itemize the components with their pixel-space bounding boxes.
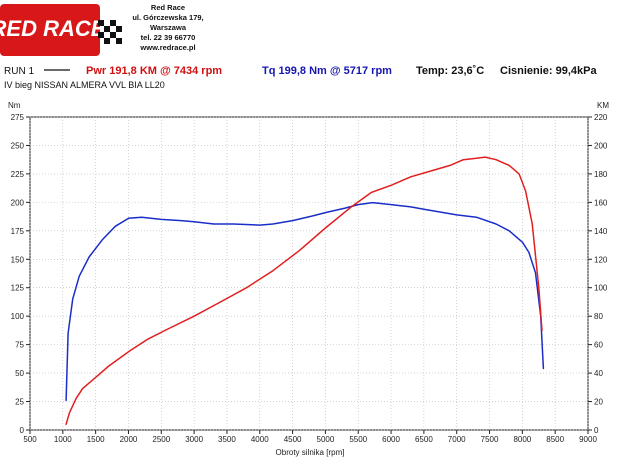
company-info: Red Race ul. Górczewska 179, Warszawa te… bbox=[132, 3, 203, 52]
company-website: www.redrace.pl bbox=[139, 43, 195, 52]
run-info: RUN 1 Pwr 191,8 KM @ 7434 rpm Tq 199,8 N… bbox=[4, 65, 597, 90]
y-axis-left-unit: Nm bbox=[8, 101, 21, 110]
y-left-tick-label: 250 bbox=[11, 141, 25, 150]
vehicle-label: IV bieg NISSAN ALMERA VVL BIA LL20 bbox=[4, 80, 165, 90]
y-right-tick-label: 180 bbox=[594, 170, 608, 179]
torque-curve bbox=[65, 201, 545, 402]
company-city: Warszawa bbox=[150, 23, 187, 32]
x-axis: 500 1000 1500 2000 2500 3000 3500 4000 4500 5000 5… bbox=[23, 430, 597, 444]
y-axis-right-unit: KM bbox=[597, 101, 609, 110]
x-tick-label: 6000 bbox=[382, 435, 400, 444]
y-left-tick-label: 200 bbox=[11, 198, 25, 207]
x-tick-label: 2500 bbox=[152, 435, 170, 444]
y-right-tick-label: 40 bbox=[594, 369, 603, 378]
y-axis-right: 0 20 40 60 80 100 120 140 160 180 200 220 bbox=[588, 113, 608, 435]
temperature: Temp: 23,6˚C bbox=[416, 65, 484, 77]
y-left-tick-label: 50 bbox=[15, 369, 24, 378]
y-right-tick-label: 0 bbox=[594, 426, 599, 435]
x-tick-label: 4500 bbox=[284, 435, 302, 444]
x-tick-label: 5500 bbox=[349, 435, 367, 444]
y-left-tick-label: 150 bbox=[11, 255, 25, 264]
x-tick-label: 3500 bbox=[218, 435, 236, 444]
y-left-tick-label: 25 bbox=[15, 398, 24, 407]
x-tick-label: 500 bbox=[23, 435, 37, 444]
y-right-tick-label: 160 bbox=[594, 198, 608, 207]
x-tick-label: 4000 bbox=[251, 435, 269, 444]
y-right-tick-label: 200 bbox=[594, 141, 608, 150]
y-left-tick-label: 125 bbox=[11, 284, 25, 293]
y-right-tick-label: 20 bbox=[594, 398, 603, 407]
x-tick-label: 1500 bbox=[87, 435, 105, 444]
y-right-tick-label: 60 bbox=[594, 341, 603, 350]
y-left-tick-label: 75 bbox=[15, 341, 24, 350]
y-left-tick-label: 100 bbox=[11, 312, 25, 321]
logo-shape bbox=[0, 4, 100, 56]
y-left-tick-label: 0 bbox=[20, 426, 25, 435]
company-address: ul. Górczewska 179, bbox=[132, 13, 203, 22]
x-tick-label: 1000 bbox=[54, 435, 72, 444]
x-tick-label: 2000 bbox=[120, 435, 138, 444]
y-right-tick-label: 80 bbox=[594, 312, 603, 321]
x-tick-label: 8500 bbox=[546, 435, 564, 444]
logo: RED RACE bbox=[0, 0, 128, 58]
y-left-tick-label: 225 bbox=[11, 170, 25, 179]
run-label: RUN 1 bbox=[4, 66, 34, 77]
power-curve bbox=[65, 156, 543, 426]
y-right-tick-label: 100 bbox=[594, 284, 608, 293]
logo-text: RED RACE bbox=[0, 16, 107, 41]
checkered-flag-icon bbox=[98, 20, 122, 44]
y-axis-left: 0 25 50 75 100 125 150 175 200 225 250 275 bbox=[11, 113, 30, 435]
series-layer bbox=[65, 156, 545, 426]
y-right-tick-label: 120 bbox=[594, 255, 608, 264]
x-tick-label: 9000 bbox=[579, 435, 597, 444]
company-phone: tel. 22 39 66770 bbox=[141, 33, 196, 42]
company-name: Red Race bbox=[151, 3, 185, 12]
x-axis-title: Obroty silnika [rpm] bbox=[276, 448, 345, 457]
x-tick-label: 8000 bbox=[513, 435, 531, 444]
y-right-tick-label: 220 bbox=[594, 113, 608, 122]
pressure: Cisnienie: 99,4kPa bbox=[500, 65, 597, 77]
power-summary: Pwr 191,8 KM @ 7434 rpm bbox=[86, 65, 222, 77]
grid bbox=[29, 116, 589, 431]
y-left-tick-label: 175 bbox=[11, 227, 25, 236]
x-tick-label: 7500 bbox=[481, 435, 499, 444]
y-right-tick-label: 140 bbox=[594, 227, 608, 236]
x-tick-label: 6500 bbox=[415, 435, 433, 444]
x-tick-label: 5000 bbox=[317, 435, 335, 444]
torque-summary: Tq 199,8 Nm @ 5717 rpm bbox=[262, 65, 392, 77]
y-left-tick-label: 275 bbox=[11, 113, 25, 122]
x-tick-label: 3000 bbox=[185, 435, 203, 444]
x-tick-label: 7000 bbox=[448, 435, 466, 444]
